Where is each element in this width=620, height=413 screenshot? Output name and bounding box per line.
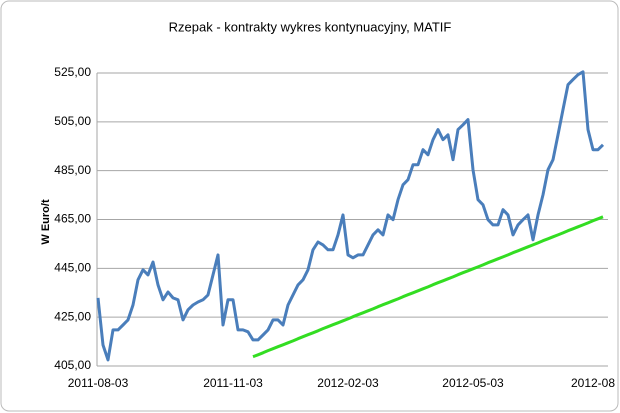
y-tick-label: 485,00 [54,163,91,177]
y-tick-label: 445,00 [54,261,91,275]
y-tick-label: 405,00 [54,358,91,372]
y-tick-label: 525,00 [54,65,91,79]
y-axis-label: W Euro/t [40,199,52,245]
x-tick-label: 2011-11-03 [203,376,263,390]
x-tick-label: 2012-08 [571,376,615,390]
x-tick-label: 2012-05-03 [442,376,504,390]
series-line [252,215,604,359]
chart-title: Rzepak - kontrakty wykres kontynuacyjny,… [169,19,452,34]
y-tick-label: 505,00 [54,114,91,128]
series-line [96,70,605,362]
y-tick-label: 465,00 [54,212,91,226]
x-tick-label: 2011-08-03 [68,376,129,390]
x-tick-label: 2012-02-03 [317,376,379,390]
y-tick-label: 425,00 [54,309,91,323]
